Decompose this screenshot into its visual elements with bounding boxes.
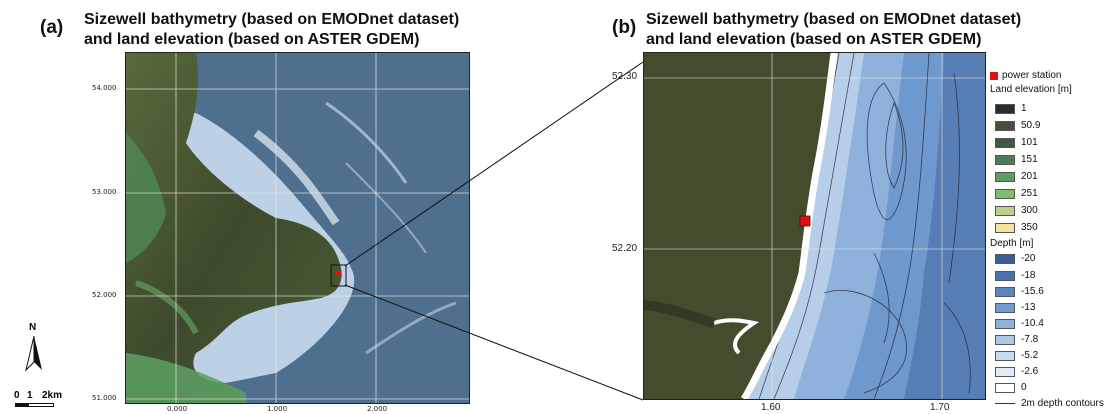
legend-label: 201 (1021, 171, 1038, 182)
legend-swatch (995, 137, 1015, 148)
legend-land-heading: Land elevation [m] (990, 84, 1072, 95)
legend-label: -2.6 (1021, 366, 1039, 377)
legend-swatch (995, 253, 1015, 264)
legend-swatch (995, 286, 1015, 297)
legend-depth-item: -2.6 (990, 366, 1038, 377)
legend-depth-heading: Depth [m] (990, 238, 1034, 249)
lat-tick-b-1: 52.20 (612, 243, 638, 254)
legend-label: 251 (1021, 188, 1038, 199)
legend-label: 101 (1021, 137, 1038, 148)
legend-land-item: 151 (990, 154, 1038, 165)
legend-label: 1 (1021, 103, 1027, 114)
legend-land-item: 101 (990, 137, 1038, 148)
north-arrow: N (22, 322, 46, 374)
legend-land-item: 300 (990, 205, 1038, 216)
legend-land-item: 1 (990, 103, 1027, 114)
scale-bar-segment-dark (15, 403, 28, 407)
contour-line-icon (995, 403, 1015, 404)
legend-label: 300 (1021, 205, 1038, 216)
legend-land-item: 50.9 (990, 120, 1040, 131)
legend-depth-item: -15.6 (990, 286, 1044, 297)
legend-power-station: power station (990, 70, 1061, 81)
legend-depth-item: -10.4 (990, 318, 1044, 329)
legend-swatch (995, 188, 1015, 199)
scale-label-2: 2km (42, 390, 63, 401)
panel-b-label: (b) (612, 17, 637, 38)
lon-tick-b-0: 1.60 (761, 402, 781, 413)
panel-b-title-line2: and land elevation (based on ASTER GDEM) (646, 31, 982, 48)
lon-tick-a-0: 0.000 (167, 405, 188, 413)
legend-depth-item: -13 (990, 302, 1035, 313)
legend-land-item: 350 (990, 222, 1038, 233)
lon-tick-a-2: 2.000 (367, 405, 388, 413)
legend: power station Land elevation [m] 1 50.9 … (990, 70, 1110, 410)
legend-swatch (995, 154, 1015, 165)
map-b[interactable] (643, 52, 986, 400)
legend-swatch (995, 120, 1015, 131)
scale-bar: 0 1 2km (14, 390, 74, 412)
legend-label: -5.2 (1021, 350, 1039, 361)
legend-depth-item: 0 (990, 382, 1027, 393)
legend-swatch (995, 171, 1015, 182)
scale-bar-segment-light (28, 403, 54, 407)
scale-label-1: 1 (27, 390, 33, 401)
legend-swatch (995, 350, 1015, 361)
legend-swatch (995, 366, 1015, 377)
legend-label: 151 (1021, 154, 1038, 165)
legend-label: -10.4 (1021, 318, 1044, 329)
north-label: N (29, 322, 37, 333)
legend-depth-item: -18 (990, 270, 1035, 281)
power-station-marker-icon (990, 71, 998, 80)
legend-swatch (995, 382, 1015, 393)
legend-power-station-label: power station (1002, 70, 1062, 81)
legend-land-item: 251 (990, 188, 1038, 199)
legend-label: 350 (1021, 222, 1038, 233)
lat-tick-a-0: 54.000 (92, 84, 117, 92)
map-a-graphic (126, 53, 469, 403)
legend-swatch (995, 334, 1015, 345)
legend-label: -7.8 (1021, 334, 1039, 345)
panel-a-label: (a) (40, 17, 64, 38)
legend-label: 50.9 (1021, 120, 1041, 131)
legend-land-item: 201 (990, 171, 1038, 182)
legend-label: -13 (1021, 302, 1036, 313)
lat-tick-a-1: 53.000 (92, 188, 117, 196)
legend-swatch (995, 222, 1015, 233)
legend-depth-item: -7.8 (990, 334, 1038, 345)
map-b-graphic (644, 53, 985, 399)
legend-depth-item: -20 (990, 253, 1035, 264)
legend-swatch (995, 302, 1015, 313)
legend-swatch (995, 103, 1015, 114)
panel-a-title-line1: Sizewell bathymetry (based on EMODnet da… (84, 11, 460, 28)
map-a[interactable] (125, 52, 470, 404)
legend-contour-label: 2m depth contours (1021, 398, 1104, 409)
legend-swatch (995, 318, 1015, 329)
north-arrow-icon (25, 336, 42, 372)
panel-a-title-line2: and land elevation (based on ASTER GDEM) (84, 31, 420, 48)
legend-label: -20 (1021, 253, 1036, 264)
legend-swatch (995, 270, 1015, 281)
legend-label: -18 (1021, 270, 1036, 281)
legend-swatch (995, 205, 1015, 216)
lat-tick-b-0: 52.30 (612, 71, 638, 82)
legend-label: -15.6 (1021, 286, 1044, 297)
scale-label-0: 0 (14, 390, 20, 401)
lon-tick-b-1: 1.70 (930, 402, 950, 413)
legend-label: 0 (1021, 382, 1027, 393)
legend-contour: 2m depth contours (990, 398, 1104, 409)
panel-b-title-line1: Sizewell bathymetry (based on EMODnet da… (646, 11, 1022, 28)
lon-tick-a-1: 1.000 (267, 405, 288, 413)
legend-depth-item: -5.2 (990, 350, 1038, 361)
lat-tick-a-3: 51.000 (92, 394, 117, 402)
lat-tick-a-2: 52.000 (92, 291, 117, 299)
